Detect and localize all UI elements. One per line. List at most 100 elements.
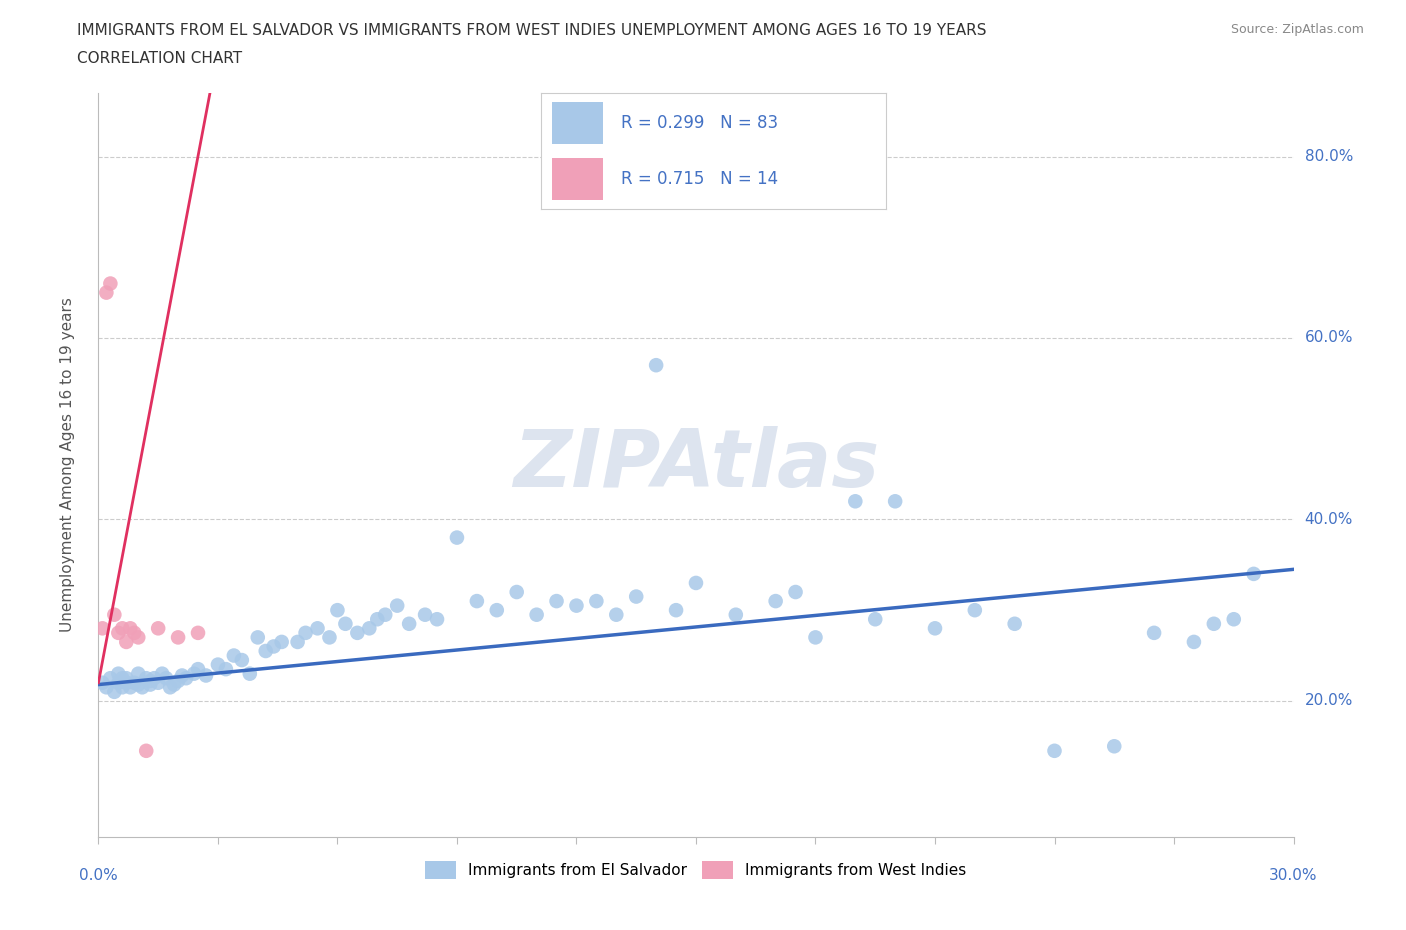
Point — [139, 673, 162, 688]
Point — [398, 617, 420, 631]
Point — [884, 494, 907, 509]
Point — [98, 671, 122, 685]
Point — [127, 677, 149, 692]
Point — [318, 630, 340, 644]
Point — [963, 603, 986, 618]
Point — [120, 680, 142, 695]
Point — [359, 621, 381, 636]
Point — [665, 603, 688, 618]
Point — [215, 662, 238, 677]
Point — [366, 612, 388, 627]
Point — [270, 634, 292, 649]
Point — [103, 607, 125, 622]
Point — [263, 639, 285, 654]
Text: 40.0%: 40.0% — [1305, 512, 1353, 527]
Text: R = 0.715   N = 14: R = 0.715 N = 14 — [620, 170, 778, 188]
Point — [155, 671, 177, 685]
Point — [724, 607, 747, 622]
Point — [804, 630, 827, 644]
Point — [426, 612, 449, 627]
Point — [222, 648, 245, 663]
Point — [107, 666, 129, 681]
Point — [174, 671, 197, 685]
Point — [924, 621, 946, 636]
Text: 20.0%: 20.0% — [1305, 694, 1353, 709]
Point — [605, 607, 627, 622]
Point — [294, 625, 316, 640]
Point — [143, 671, 166, 685]
Point — [148, 621, 170, 636]
Point — [96, 286, 118, 300]
Point — [115, 671, 138, 685]
Point — [120, 621, 142, 636]
Point — [115, 675, 138, 690]
Point — [167, 673, 190, 688]
Text: R = 0.299   N = 83: R = 0.299 N = 83 — [620, 114, 778, 132]
Text: Source: ZipAtlas.com: Source: ZipAtlas.com — [1230, 23, 1364, 36]
Point — [1043, 743, 1066, 758]
Point — [135, 743, 157, 758]
Point — [685, 576, 707, 591]
Point — [565, 598, 588, 613]
Point — [865, 612, 887, 627]
Point — [239, 666, 262, 681]
Point — [465, 593, 488, 608]
Point — [335, 617, 357, 631]
Text: 60.0%: 60.0% — [1305, 330, 1353, 345]
Point — [111, 680, 134, 695]
Point — [231, 653, 253, 668]
Legend: Immigrants from El Salvador, Immigrants from West Indies: Immigrants from El Salvador, Immigrants … — [419, 856, 973, 885]
Point — [326, 603, 349, 618]
Point — [1182, 634, 1205, 649]
Point — [254, 644, 277, 658]
Point — [187, 662, 209, 677]
Point — [585, 593, 607, 608]
Point — [91, 675, 114, 690]
Point — [183, 666, 205, 681]
Text: IMMIGRANTS FROM EL SALVADOR VS IMMIGRANTS FROM WEST INDIES UNEMPLOYMENT AMONG AG: IMMIGRANTS FROM EL SALVADOR VS IMMIGRANT… — [77, 23, 987, 38]
Point — [167, 630, 190, 644]
Point — [446, 530, 468, 545]
Point — [131, 680, 153, 695]
Point — [287, 634, 309, 649]
Point — [107, 625, 129, 640]
Point — [1143, 625, 1166, 640]
Point — [1243, 566, 1265, 581]
Point — [626, 589, 648, 604]
Point — [124, 675, 146, 690]
Point — [765, 593, 787, 608]
Text: 0.0%: 0.0% — [79, 868, 118, 883]
Point — [485, 603, 508, 618]
Point — [127, 666, 149, 681]
Point — [195, 668, 218, 683]
Point — [1202, 617, 1225, 631]
Point — [96, 680, 118, 695]
Point — [374, 607, 396, 622]
Point — [111, 671, 134, 685]
Bar — [551, 158, 603, 200]
Point — [150, 666, 173, 681]
Point — [307, 621, 329, 636]
Text: CORRELATION CHART: CORRELATION CHART — [77, 51, 242, 66]
Point — [207, 658, 229, 672]
Point — [148, 675, 170, 690]
Point — [91, 621, 114, 636]
Point — [103, 684, 125, 699]
Y-axis label: Unemployment Among Ages 16 to 19 years: Unemployment Among Ages 16 to 19 years — [60, 298, 75, 632]
Text: 80.0%: 80.0% — [1305, 149, 1353, 164]
Point — [413, 607, 436, 622]
Text: 30.0%: 30.0% — [1270, 868, 1317, 883]
Point — [111, 621, 134, 636]
Point — [172, 668, 194, 683]
Text: ZIPAtlas: ZIPAtlas — [513, 426, 879, 504]
Point — [385, 598, 409, 613]
Point — [187, 625, 209, 640]
Point — [844, 494, 866, 509]
Point — [785, 585, 807, 600]
Point — [1223, 612, 1246, 627]
Point — [159, 680, 181, 695]
Point — [526, 607, 548, 622]
Point — [98, 276, 122, 291]
Point — [124, 625, 146, 640]
Point — [135, 671, 157, 685]
